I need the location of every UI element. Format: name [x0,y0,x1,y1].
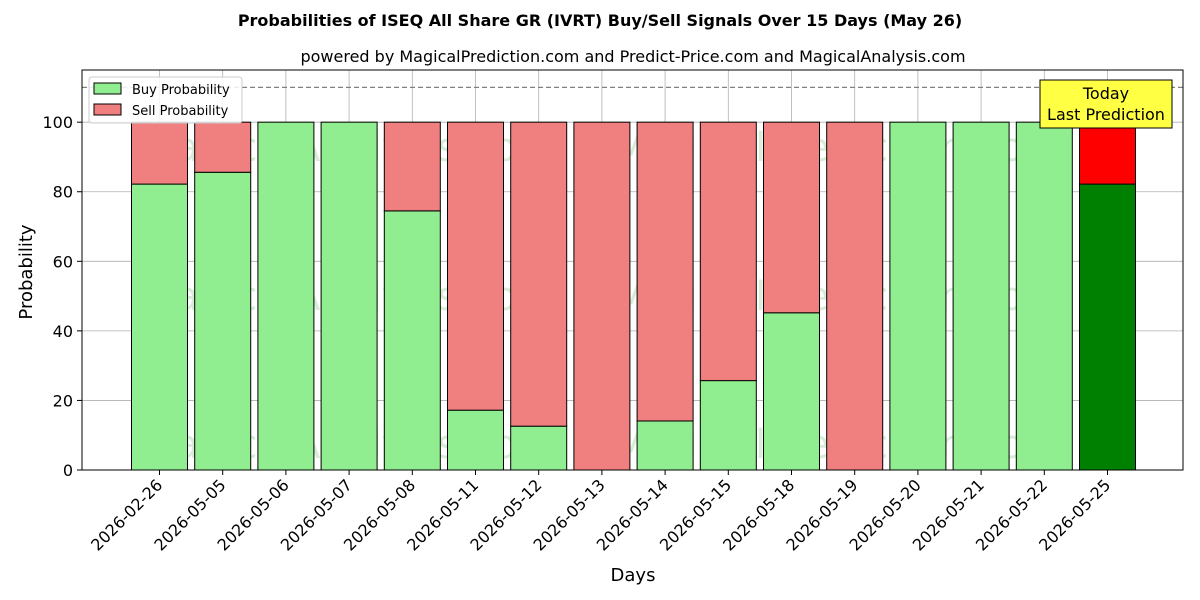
chart-subtitle: powered by MagicalPrediction.com and Pre… [300,47,965,66]
sell-bar [447,121,504,411]
legend-swatch-buy [93,82,122,95]
sell-bar [510,121,568,427]
buy-bar [699,380,757,471]
legend-swatch-sell [93,103,122,116]
sell-bar [826,121,884,471]
y-tick-label: 20 [53,391,73,410]
buy-bar [763,312,820,471]
buy-bar [1079,183,1136,471]
today-annotation: Today Last Prediction [1039,79,1173,129]
sell-bar [383,121,441,212]
x-axis-label: Days [611,565,656,586]
x-axis-ticks: 2026-02-262026-05-052026-05-062026-05-07… [87,470,1114,555]
buy-bar [889,121,947,471]
sell-bar [131,121,188,185]
buy-bar [257,121,315,471]
legend-box [88,76,243,124]
y-tick-label: 80 [53,183,73,202]
buy-bar [447,409,504,471]
sell-bar [1079,121,1136,185]
last-prediction-label: Last Prediction [1047,105,1165,124]
buy-bar [383,210,441,471]
chart-title: Probabilities of ISEQ All Share GR (IVRT… [238,11,962,30]
sell-bar [636,121,694,422]
sell-bar [194,121,252,173]
y-tick-label: 100 [42,113,73,132]
buy-bar [320,121,378,471]
y-axis-label: Probability [16,224,37,319]
sell-bar [763,121,820,314]
buy-bar [510,425,568,471]
plot-frame [81,69,1184,471]
y-tick-label: 0 [63,461,73,480]
sell-bar [699,121,757,382]
y-tick-label: 40 [53,322,73,341]
legend-label-sell: Sell Probability [132,104,229,119]
buy-bar [1015,121,1073,471]
buy-bar [194,171,252,471]
today-box [1039,79,1173,129]
bars [131,121,1136,471]
legend-label-buy: Buy Probability [132,83,230,98]
y-axis-ticks: 0 20 40 60 80 100 [42,113,82,480]
legend: Buy Probability Sell Probability [88,76,243,124]
sell-bar [573,121,631,471]
buy-bar [131,183,188,471]
y-tick-label: 60 [53,252,73,271]
buy-bar [636,420,694,471]
today-label: Today [1082,84,1129,103]
buy-bar [952,121,1010,471]
